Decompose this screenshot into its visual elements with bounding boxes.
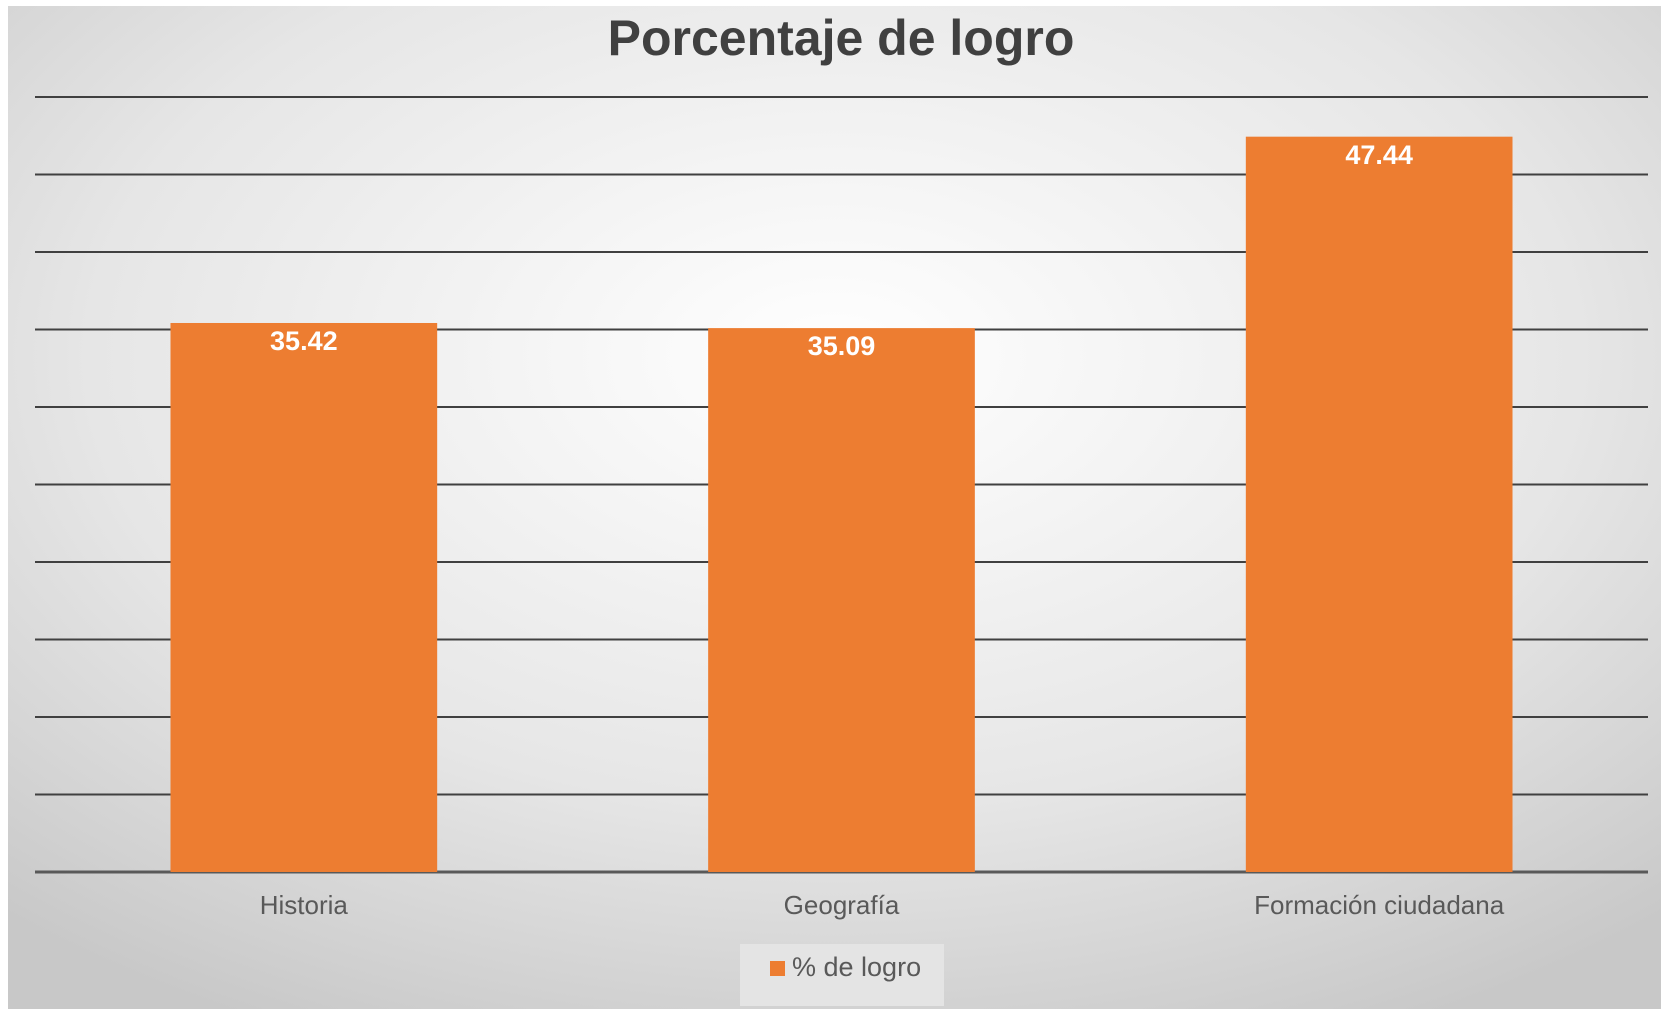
bar xyxy=(170,322,438,872)
x-tick-label: Formación ciudadana xyxy=(1254,890,1505,920)
x-tick-label: Geografía xyxy=(784,890,900,920)
legend-label: % de logro xyxy=(792,952,921,982)
bar xyxy=(708,328,975,873)
data-label: 47.44 xyxy=(1345,140,1413,170)
chart-title: Porcentaje de logro xyxy=(608,10,1075,66)
data-label: 35.42 xyxy=(270,326,338,356)
bar xyxy=(1245,136,1513,872)
legend-swatch xyxy=(770,961,785,976)
data-label: 35.09 xyxy=(808,331,876,361)
x-tick-label: Historia xyxy=(260,890,349,920)
